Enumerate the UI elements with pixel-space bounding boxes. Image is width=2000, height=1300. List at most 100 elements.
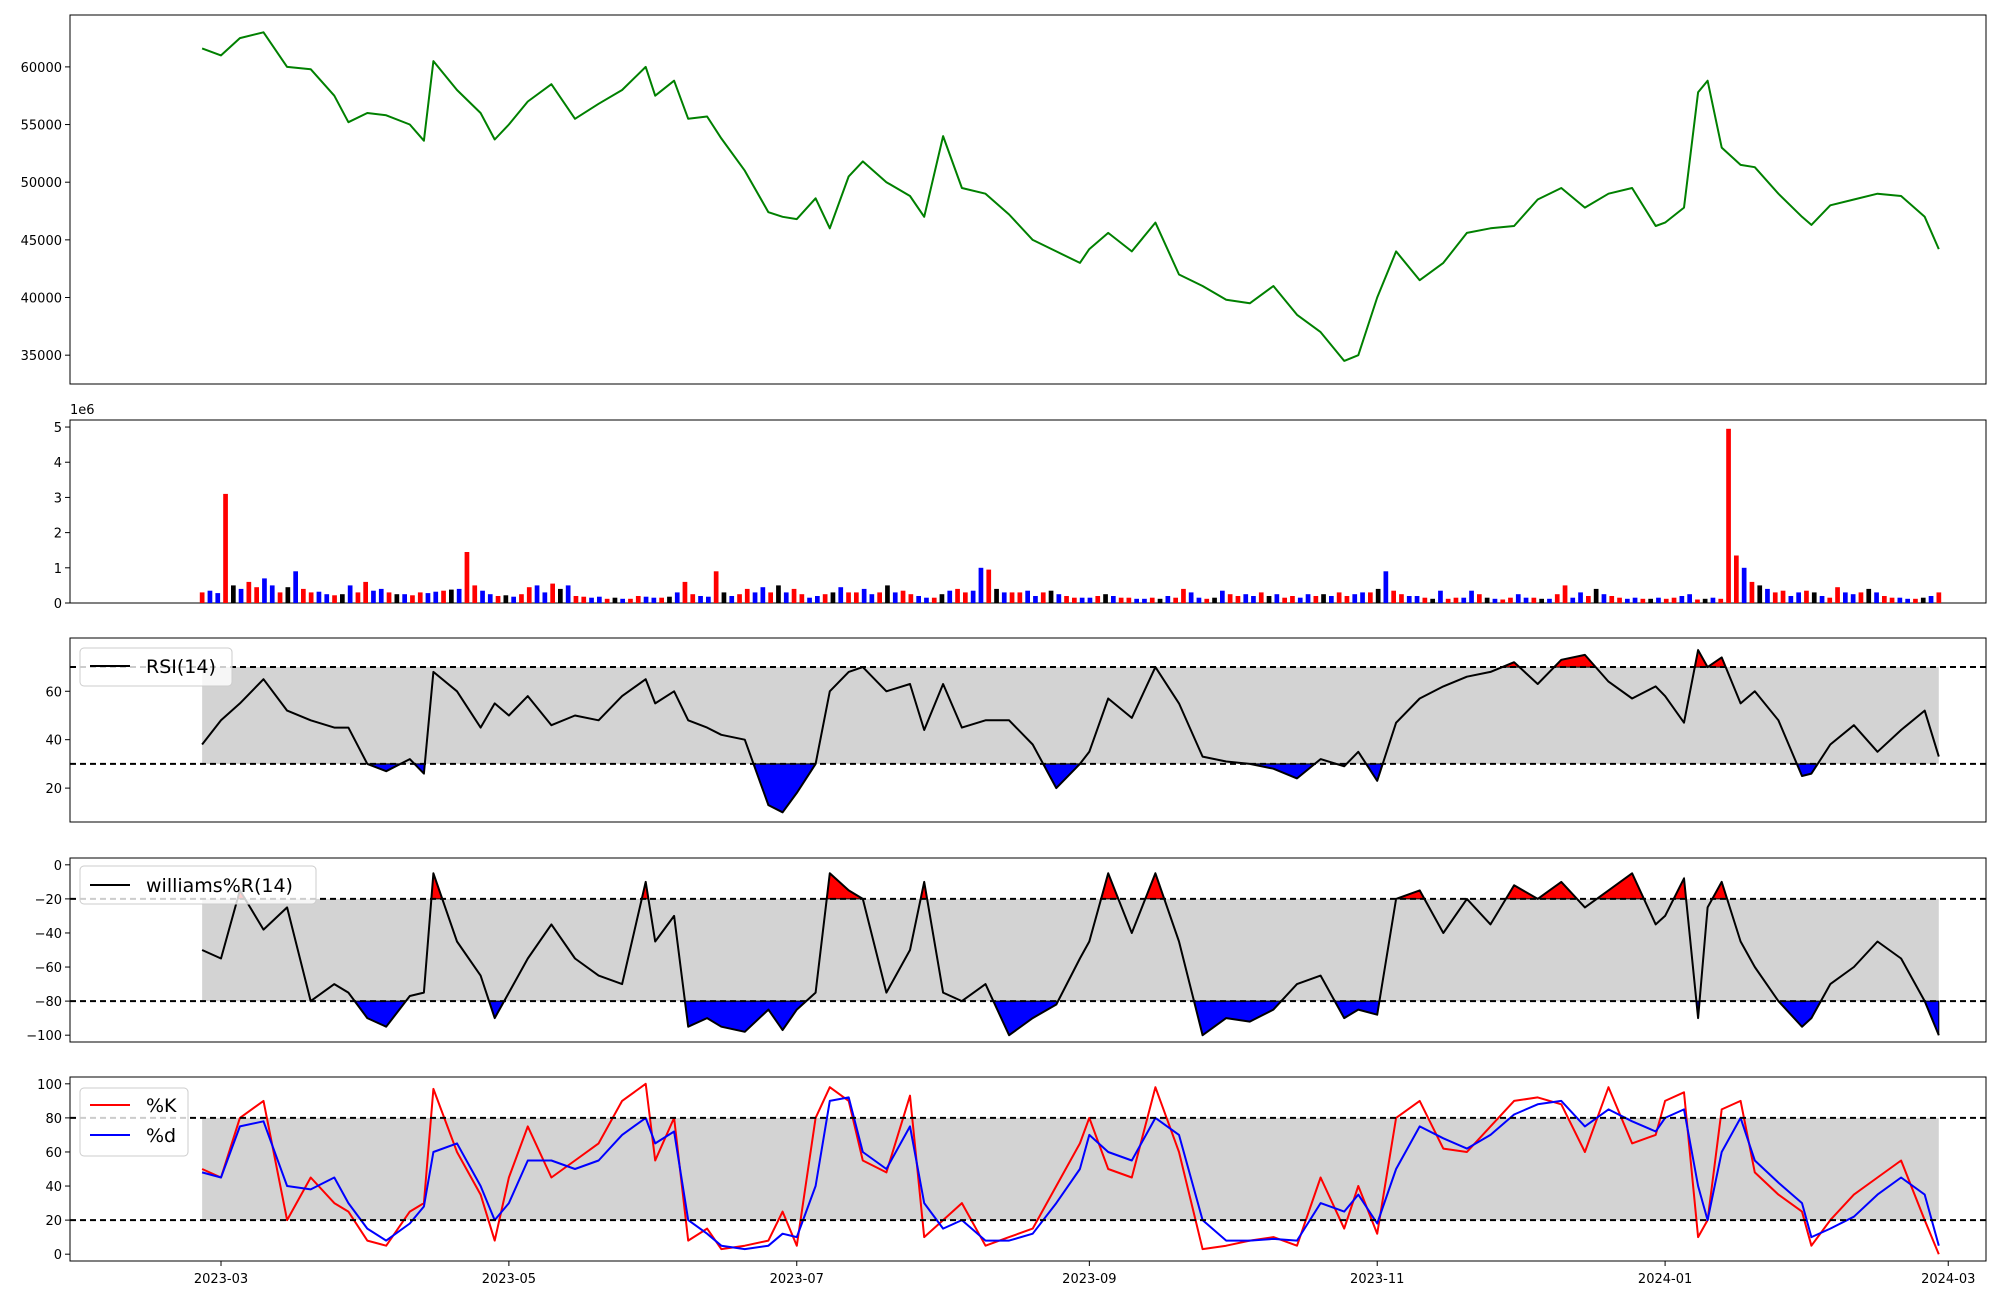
volume-bar xyxy=(581,596,587,603)
volume-bar xyxy=(1718,598,1724,603)
volume-bar xyxy=(885,585,890,603)
price-ytick-label: 50000 xyxy=(21,176,62,191)
volume-bar xyxy=(1072,597,1077,603)
volume-bar xyxy=(807,597,812,603)
volume-bar xyxy=(1858,592,1864,603)
volume-bar xyxy=(402,594,407,603)
volume-ytick-label: 3 xyxy=(54,491,62,506)
volume-bar xyxy=(1531,597,1537,603)
volume-bar xyxy=(316,591,322,603)
volume-bar xyxy=(1375,588,1381,603)
volume-bar xyxy=(1578,592,1583,603)
volume-bar xyxy=(1663,598,1669,603)
williams-ytick-label: −60 xyxy=(35,961,62,976)
volume-bar xyxy=(1874,592,1879,603)
volume-bar xyxy=(1625,598,1630,603)
price-ytick-label: 45000 xyxy=(21,234,62,249)
volume-bar xyxy=(1111,596,1116,603)
volume-bar xyxy=(612,597,618,603)
volume-bar xyxy=(1064,596,1069,603)
rsi-neutral-band xyxy=(202,667,1939,764)
volume-bar xyxy=(1165,596,1171,603)
volume-bar xyxy=(846,592,851,603)
volume-bar xyxy=(1126,597,1132,603)
volume-bar xyxy=(1515,594,1521,603)
volume-ytick-label: 4 xyxy=(54,456,62,471)
volume-bar xyxy=(635,596,641,603)
volume-bar xyxy=(597,596,602,603)
volume-bar xyxy=(425,593,431,603)
volume-bar xyxy=(768,592,773,603)
volume-bar xyxy=(495,596,501,603)
volume-bar xyxy=(955,588,960,603)
volume-bar xyxy=(1477,594,1482,603)
volume-bar xyxy=(939,594,945,603)
volume-bar xyxy=(706,596,711,603)
volume-bar xyxy=(355,592,361,603)
volume-bar xyxy=(799,594,805,603)
volume-bar xyxy=(1048,590,1054,603)
volume-bar xyxy=(931,597,937,603)
volume-bar xyxy=(682,581,688,603)
volume-bar xyxy=(1290,596,1295,603)
stochastic-ytick-label: 80 xyxy=(45,1112,62,1127)
volume-bar xyxy=(861,588,867,603)
volume-bar xyxy=(1523,597,1529,603)
volume-bar xyxy=(830,592,836,603)
price-frame xyxy=(69,14,1987,385)
volume-bar xyxy=(1741,567,1747,603)
volume-bar xyxy=(1445,598,1451,603)
volume-bar xyxy=(464,552,470,603)
volume-bar xyxy=(1648,598,1653,603)
rsi-ytick-label: 60 xyxy=(45,685,62,700)
volume-bar xyxy=(1811,592,1817,603)
volume-bar xyxy=(690,594,696,603)
volume-bar xyxy=(791,588,797,603)
volume-bar xyxy=(1671,597,1677,603)
volume-bar xyxy=(1461,597,1467,603)
volume-bar xyxy=(1570,597,1576,603)
volume-bar xyxy=(1391,590,1396,603)
volume-bar xyxy=(589,597,594,603)
volume-bar xyxy=(978,567,984,603)
volume-bar xyxy=(269,585,275,603)
volume-bar xyxy=(1804,590,1809,603)
volume-bar xyxy=(1469,590,1474,603)
volume-bar xyxy=(285,587,291,603)
volume-bar xyxy=(246,581,252,603)
volume-bar xyxy=(487,594,493,603)
price-ytick-label: 55000 xyxy=(21,119,62,134)
williams-frame xyxy=(69,857,1987,1043)
volume-bar xyxy=(1297,597,1303,603)
volume-bar xyxy=(1025,590,1030,603)
volume-bar xyxy=(324,594,330,603)
rsi-line xyxy=(201,649,1940,814)
volume-bar xyxy=(378,588,384,603)
k-legend-label: %K xyxy=(146,1095,177,1117)
volume-bar xyxy=(1360,592,1365,603)
volume-bar xyxy=(698,596,703,603)
volume-bar xyxy=(869,594,875,603)
date-tick-label: 2023-09 xyxy=(1062,1272,1116,1287)
volume-bar xyxy=(1765,588,1770,603)
volume-bar xyxy=(199,592,205,603)
williams-legend-box xyxy=(79,865,317,905)
rsi-ytick-label: 40 xyxy=(45,734,62,749)
volume-bar xyxy=(1843,592,1848,603)
date-axis: 2023-03 2023-05 2023-07 2023-09 2023-11 2024-… xyxy=(194,1261,1975,1287)
volume-bar xyxy=(1788,596,1794,603)
k-line xyxy=(201,1082,1940,1255)
volume-bar xyxy=(1586,596,1591,603)
volume-bar xyxy=(737,594,742,603)
volume-bar xyxy=(1500,599,1506,603)
volume-bar xyxy=(1274,594,1280,603)
volume-bar xyxy=(1181,588,1186,603)
volume-bar xyxy=(1352,594,1358,603)
volume-bar xyxy=(1344,596,1350,603)
williams-ytick-label: −40 xyxy=(35,927,62,942)
volume-bar xyxy=(892,592,898,603)
volume-bar xyxy=(1928,596,1934,603)
volume-bar xyxy=(1321,594,1326,603)
volume-bar xyxy=(1040,592,1046,603)
